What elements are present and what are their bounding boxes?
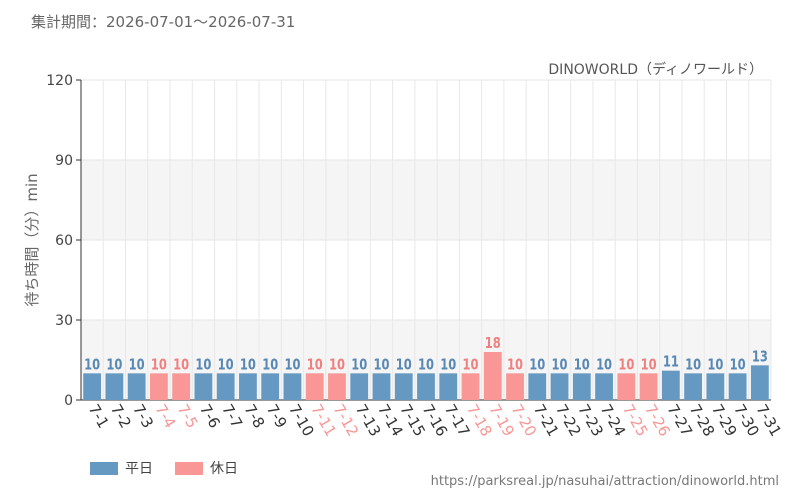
bar — [350, 373, 369, 400]
bar-value-label: 10 — [418, 355, 434, 373]
bar — [728, 373, 747, 400]
x-tick-label: 7-3 — [129, 401, 157, 431]
y-tick-label: 0 — [64, 393, 73, 409]
bar-value-label: 10 — [463, 355, 479, 373]
x-tick-labels: 7-17-27-37-47-57-67-77-87-97-107-117-127… — [85, 401, 785, 439]
bar-value-label: 10 — [84, 355, 100, 373]
bar — [194, 373, 213, 400]
bar-value-label: 10 — [707, 355, 723, 373]
bar-value-label: 10 — [596, 355, 612, 373]
bar-value-label: 10 — [618, 355, 634, 373]
bar-value-label: 18 — [485, 334, 501, 352]
bar-value-label: 13 — [752, 347, 768, 365]
bar-value-label: 10 — [641, 355, 657, 373]
bar — [127, 373, 146, 400]
x-tick-label: 7-4 — [151, 401, 179, 431]
legend-item-holiday: 休日 — [175, 458, 238, 478]
bar — [661, 370, 680, 400]
bar — [283, 373, 302, 400]
bar-value-label: 10 — [284, 355, 300, 373]
legend-label-weekday: 平日 — [125, 461, 153, 477]
bar — [506, 373, 524, 400]
bar — [261, 373, 280, 400]
bar-value-label: 10 — [218, 355, 234, 373]
bar-value-label: 10 — [129, 355, 145, 373]
bar — [461, 373, 480, 400]
bar — [595, 373, 613, 400]
y-axis-label: 待ち時間（分）min — [23, 173, 41, 306]
chart-title: DINOWORLD（ディノワールド） — [548, 61, 763, 78]
y-tick-label: 90 — [55, 153, 73, 169]
plot-band — [81, 80, 771, 160]
bar-value-label: 10 — [685, 355, 701, 373]
bar — [394, 373, 413, 400]
x-tick-label: 7-9 — [263, 401, 291, 431]
bar — [617, 373, 636, 400]
bar — [528, 373, 547, 400]
bar-value-label: 10 — [574, 355, 590, 373]
bar-value-label: 10 — [106, 355, 122, 373]
y-tick-labels: 0 30 60 90 120 — [46, 73, 81, 409]
legend: 平日 休日 — [90, 458, 260, 478]
bar-value-label: 10 — [507, 355, 523, 373]
bar — [305, 373, 324, 400]
bar — [172, 373, 191, 400]
legend-swatch-weekday — [90, 461, 118, 475]
bar — [550, 373, 569, 400]
bar — [639, 373, 658, 400]
bar-labels: 10 10 10 10 10 10 10 10 10 10 10 10 10 10 10 10 10 10 18 10… — [84, 334, 768, 373]
source-url: https://parksreal.jp/nasuhai/attraction/… — [430, 474, 779, 489]
x-tick-label: 7-8 — [240, 401, 268, 431]
bar-value-label: 10 — [173, 355, 189, 373]
bar — [150, 373, 168, 400]
x-tick-label: 7-2 — [107, 401, 135, 431]
y-tick-label: 60 — [55, 233, 73, 249]
bar-value-label: 10 — [151, 355, 167, 373]
bar — [328, 373, 346, 400]
bar-value-label: 10 — [552, 355, 568, 373]
bars — [83, 352, 769, 400]
bar-value-label: 10 — [307, 355, 323, 373]
bar — [483, 352, 502, 400]
bar — [439, 373, 458, 400]
bar-value-label: 10 — [329, 355, 345, 373]
bar-value-label: 10 — [529, 355, 545, 373]
bar-value-label: 10 — [195, 355, 211, 373]
bar — [83, 373, 102, 400]
bar — [706, 373, 725, 400]
bar-value-label: 10 — [373, 355, 389, 373]
bar-value-label: 10 — [240, 355, 256, 373]
bar — [417, 373, 435, 400]
plot-band — [81, 240, 771, 320]
bar-value-label: 10 — [440, 355, 456, 373]
bar — [216, 373, 235, 400]
bar — [372, 373, 391, 400]
bar — [105, 373, 124, 400]
grid-lines — [80, 79, 772, 400]
bar — [572, 373, 591, 400]
bar-value-label: 10 — [351, 355, 367, 373]
bar — [684, 373, 702, 400]
bar — [750, 365, 769, 400]
bar-value-label: 10 — [396, 355, 412, 373]
x-tick-label: 7-6 — [196, 401, 224, 431]
x-tick-label: 7-7 — [218, 401, 246, 431]
y-tick-label: 120 — [46, 73, 73, 89]
y-tick-label: 30 — [55, 313, 73, 329]
bar-value-label: 11 — [663, 353, 679, 371]
legend-item-weekday: 平日 — [90, 458, 153, 478]
legend-label-holiday: 休日 — [210, 461, 238, 477]
bar-value-label: 10 — [262, 355, 278, 373]
period-label: 集計期間：2026-07-01〜2026-07-31 — [31, 13, 296, 31]
plot-band — [81, 160, 771, 240]
legend-swatch-holiday — [175, 461, 203, 475]
bar-value-label: 10 — [730, 355, 746, 373]
x-tick-label: 7-1 — [85, 401, 113, 431]
x-tick-label: 7-5 — [174, 401, 202, 431]
bar — [239, 373, 257, 400]
